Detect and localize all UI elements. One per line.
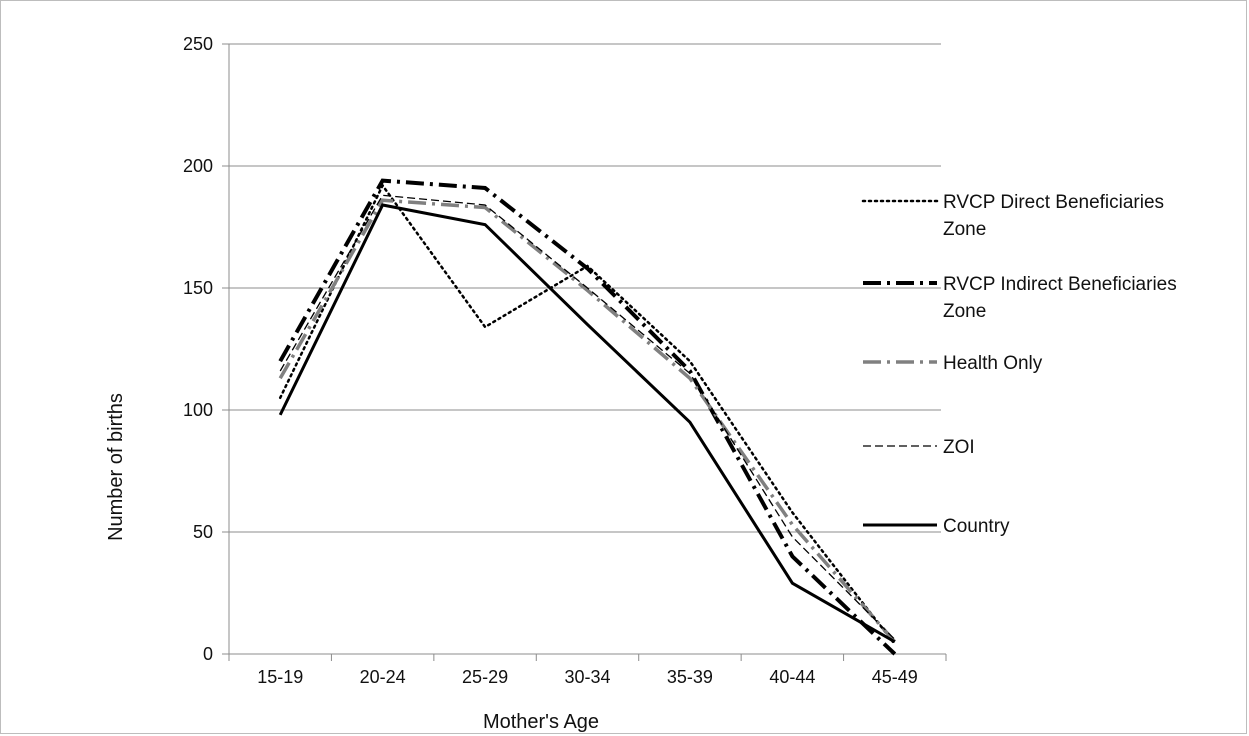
y-tick-label: 0: [203, 644, 213, 664]
y-axis-title: Number of births: [105, 393, 127, 541]
series-line-health-only: [278, 198, 897, 643]
x-tick-label: 45-49: [872, 667, 918, 687]
series-line-rvcp-indirect-beneficiaries-zone: [278, 178, 897, 656]
x-tick-label: 40-44: [769, 667, 815, 687]
legend-label-rvcp-direct-beneficiaries-zone: RVCP Direct Beneficiaries Zone: [943, 192, 1164, 240]
y-tick-label: 100: [183, 400, 213, 420]
legend-label-zoi: ZOI: [943, 437, 975, 458]
y-tick-label: 200: [183, 156, 213, 176]
x-tick-label: 30-34: [564, 667, 610, 687]
legend-label-health-only: Health Only: [943, 353, 1043, 374]
x-tick-label: 20-24: [360, 667, 406, 687]
series-lines: [278, 178, 897, 656]
legend-label-country: Country: [943, 516, 1010, 537]
series-line-country: [278, 203, 896, 644]
legend-label-rvcp-indirect-beneficiaries-zone: RVCP Indirect Beneficiaries Zone: [943, 274, 1177, 322]
x-tick-labels: 15-19 20-24 25-29 30-34 35-39 40-44 45-49: [257, 667, 918, 687]
y-tick-label: 50: [193, 522, 213, 542]
y-tick-label: 250: [183, 34, 213, 54]
x-tick-label: 35-39: [667, 667, 713, 687]
x-tick-label: 15-19: [257, 667, 303, 687]
x-tick-label: 25-29: [462, 667, 508, 687]
series-line-rvcp-direct-beneficiaries-zone: [278, 183, 897, 646]
series-line-zoi: [279, 194, 896, 640]
legend: RVCP Direct Beneficiaries Zone RVCP Indire…: [861, 192, 1177, 537]
y-tick-labels: 0 50 100 150 200 250: [183, 34, 213, 664]
x-axis-title: Mother's Age: [483, 711, 599, 733]
y-tick-label: 150: [183, 278, 213, 298]
axes: [222, 43, 947, 661]
